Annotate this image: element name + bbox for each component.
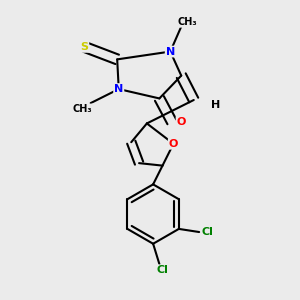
Text: CH₃: CH₃ — [73, 104, 93, 114]
Text: S: S — [80, 42, 88, 52]
Text: O: O — [177, 117, 186, 127]
Text: O: O — [169, 139, 178, 149]
Text: N: N — [166, 46, 175, 57]
Text: H: H — [211, 100, 220, 110]
Text: Cl: Cl — [202, 227, 214, 237]
Text: N: N — [114, 84, 123, 94]
Text: Cl: Cl — [157, 265, 168, 275]
Text: CH₃: CH₃ — [178, 17, 197, 27]
